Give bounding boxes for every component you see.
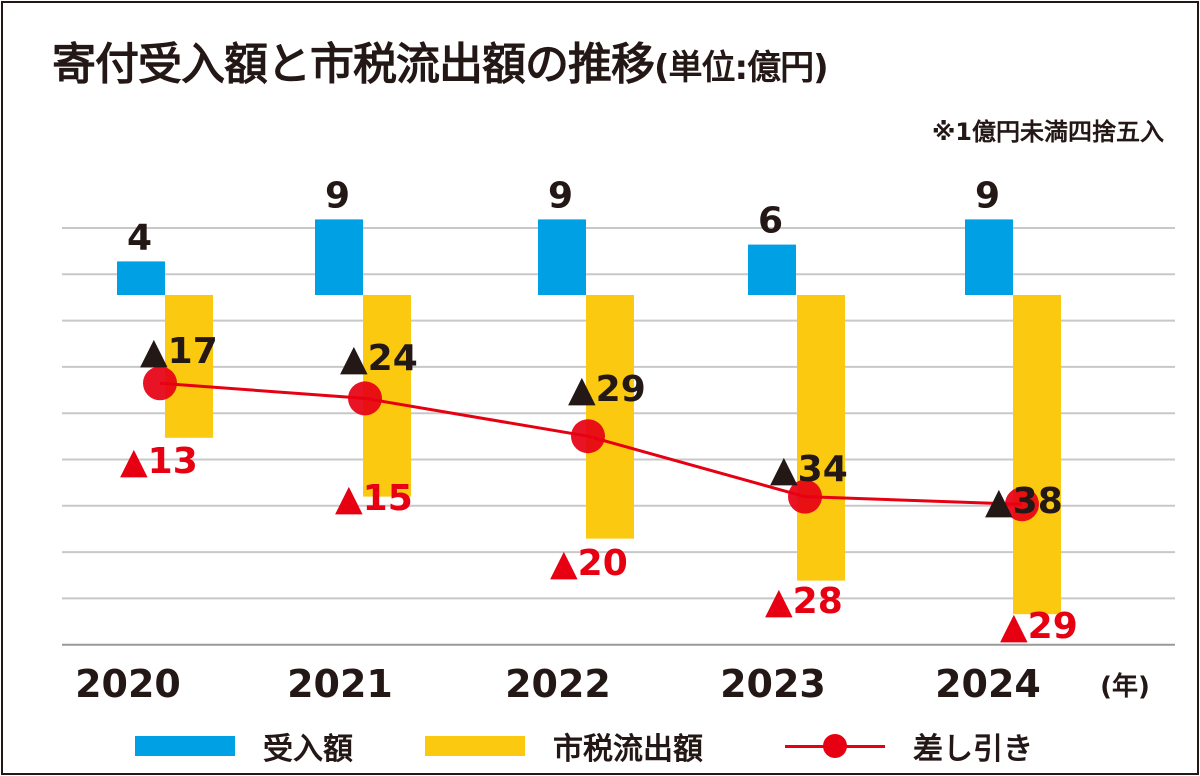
- bar-received-2020: [117, 261, 165, 295]
- label-net-2021: ▲15: [335, 478, 413, 519]
- label-outflow-2024: ▲38: [985, 481, 1063, 522]
- unit-label: (単位:億円): [654, 48, 829, 88]
- label-received-2023: 6: [758, 201, 783, 242]
- legend-line-marker-icon: [785, 734, 885, 758]
- label-outflow-2022: ▲29: [568, 369, 646, 410]
- label-net-2020: ▲13: [120, 441, 198, 482]
- label-net-2022: ▲20: [550, 543, 628, 584]
- x-tick-2024: 2024: [935, 662, 1041, 706]
- legend-label: 市税流出額: [553, 732, 703, 767]
- legend-item-net: 差し引き: [785, 728, 1033, 767]
- x-tick-2020: 2020: [75, 662, 181, 706]
- bar-outflow-2022: [586, 295, 634, 539]
- legend-swatch-yellow: [425, 736, 525, 756]
- legend-item-received: 受入額: [135, 728, 353, 767]
- legend-label: 差し引き: [913, 732, 1033, 767]
- legend-swatch-blue: [135, 736, 235, 756]
- net-point-2024: [1005, 487, 1039, 522]
- label-outflow-2020: ▲17: [140, 331, 218, 372]
- x-tick-2023: 2023: [720, 662, 826, 706]
- x-unit-label: (年): [1100, 671, 1150, 702]
- net-point-2020: [143, 366, 177, 401]
- bar-received-2023: [748, 244, 796, 295]
- label-received-2024: 9: [975, 175, 1000, 216]
- label-received-2021: 9: [325, 175, 350, 216]
- title-text: 寄付受入額と市税流出額の推移: [52, 39, 655, 90]
- net-point-2023: [788, 479, 822, 514]
- net-point-2022: [571, 419, 605, 454]
- bar-received-2024: [965, 219, 1013, 295]
- bar-received-2021: [315, 219, 363, 295]
- legend-label: 受入額: [263, 732, 353, 767]
- bar-outflow-2023: [797, 295, 845, 581]
- bar-outflow-2020: [165, 295, 213, 438]
- label-outflow-2021: ▲24: [340, 338, 418, 379]
- label-net-2024: ▲29: [1000, 606, 1078, 647]
- legend-item-outflow: 市税流出額: [425, 728, 703, 767]
- bar-outflow-2024: [1013, 295, 1061, 615]
- x-tick-2022: 2022: [505, 662, 611, 706]
- x-tick-2021: 2021: [287, 662, 393, 706]
- net-point-2021: [348, 381, 382, 416]
- label-received-2020: 4: [127, 217, 152, 258]
- rounding-note: ※1億円未満四捨五入: [931, 118, 1164, 146]
- label-received-2022: 9: [548, 175, 573, 216]
- label-outflow-2023: ▲34: [770, 449, 848, 490]
- label-net-2023: ▲28: [765, 581, 843, 622]
- bar-received-2022: [538, 219, 586, 295]
- chart-title: 寄付受入額と市税流出額の推移(単位:億円): [52, 28, 829, 92]
